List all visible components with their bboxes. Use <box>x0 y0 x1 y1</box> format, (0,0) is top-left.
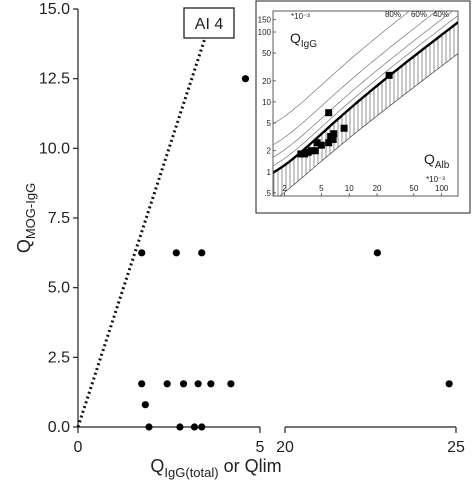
data-point <box>145 423 153 431</box>
inset-data-point <box>307 147 315 155</box>
data-point <box>138 249 146 257</box>
x-tick-label: 25 <box>447 439 465 456</box>
inset-data-point <box>317 141 325 149</box>
inset-x-tick-label: 20 <box>373 184 382 193</box>
percent-line-label: 40% <box>433 10 449 19</box>
inset-y-title-sub: IgG <box>301 39 317 50</box>
inset-data-point <box>311 147 319 155</box>
inset-x-title: QAlb <box>424 151 450 171</box>
inset-y-scale: *10⁻³ <box>291 12 310 21</box>
data-point <box>179 380 188 388</box>
inset-content <box>273 11 458 196</box>
y-tick-label: 10.0 <box>39 140 70 157</box>
inset-y-tick-label: 5 <box>267 119 272 128</box>
data-point <box>141 401 149 409</box>
data-point <box>241 75 250 83</box>
inset-x-tick-label: 10 <box>345 184 354 193</box>
inset-x-tick-label: 100 <box>435 184 449 193</box>
inset-x-tick-label: 50 <box>409 184 418 193</box>
inset-data-point <box>297 150 305 158</box>
inset-x-tick-label: 5 <box>319 184 324 193</box>
data-point <box>163 380 171 388</box>
inset-x-title-main: Q <box>424 151 435 167</box>
inset-y-title: QIgG <box>290 30 317 50</box>
y-tick-label: 2.5 <box>48 349 70 366</box>
inset-y-tick-label: 2 <box>267 147 272 156</box>
data-point <box>172 249 180 257</box>
x-tick-label: 20 <box>276 439 294 456</box>
inset-y-tick-label: .5 <box>264 189 271 198</box>
percent-line <box>273 11 454 158</box>
y-tick-label: 15.0 <box>39 1 70 18</box>
ai-reference-line <box>76 36 207 428</box>
inset-y-tick-label: 100 <box>258 28 272 37</box>
y-tick-label: 5.0 <box>48 280 70 297</box>
percent-line-label: 80% <box>385 10 401 19</box>
percent-line <box>273 15 458 167</box>
y-tick-label: 7.5 <box>48 210 70 227</box>
x-tick-label: 5 <box>256 439 265 456</box>
inset-y-tick-label: 10 <box>262 98 271 107</box>
data-point <box>198 423 206 431</box>
inset-y-title-main: Q <box>290 30 301 46</box>
inset-plot-area <box>272 10 459 197</box>
x-axis-title-suffix: or Qlim <box>219 456 282 476</box>
reference-range-hatch <box>273 22 458 196</box>
inset-x-title-sub: Alb <box>435 160 450 171</box>
inset-x-tick-label: 2 <box>282 184 287 193</box>
y-tick-label: 0.0 <box>48 419 70 436</box>
data-point <box>227 380 235 388</box>
data-point <box>445 380 453 388</box>
inset-data-point <box>330 130 338 138</box>
qlim-lower-line <box>273 53 458 196</box>
x-axis-title: QIgG(total) or Qlim <box>150 456 281 480</box>
inset-x-scale: *10⁻³ <box>426 175 445 184</box>
x-axis-title-sub: IgG(total) <box>164 465 218 480</box>
x-tick-label: 0 <box>74 439 83 456</box>
ai-label-box <box>183 7 235 39</box>
data-point <box>138 380 146 388</box>
inset-data-point <box>325 109 333 117</box>
percent-line-label: 60% <box>411 10 427 19</box>
data-point <box>207 380 215 388</box>
x-axis-title-main: Q <box>150 456 164 476</box>
inset-y-tick-label: 20 <box>262 77 271 86</box>
inset-data-point <box>385 71 393 79</box>
data-point <box>373 249 381 257</box>
inset-data-point <box>329 135 337 143</box>
qlim-upper-line <box>273 21 458 174</box>
data-point <box>176 423 184 431</box>
inset-y-tick-label: 1 <box>267 168 272 177</box>
percent-line <box>273 11 410 125</box>
y-axis-title: QMOG-IgG <box>14 183 38 253</box>
data-point <box>194 380 202 388</box>
inset-y-tick-label: 150 <box>258 16 272 25</box>
inset-data-point <box>340 124 348 132</box>
data-point <box>198 249 206 257</box>
y-axis-title-sub: MOG-IgG <box>23 183 38 239</box>
ai-label: AI 4 <box>195 16 224 33</box>
data-point <box>190 423 199 431</box>
inset-data-point <box>325 139 333 147</box>
inset-y-tick-label: 50 <box>262 49 271 58</box>
y-tick-label: 12.5 <box>39 71 70 88</box>
y-axis-title-main: Q <box>14 239 34 253</box>
percent-line <box>273 11 438 146</box>
inset-data-point <box>313 139 321 147</box>
